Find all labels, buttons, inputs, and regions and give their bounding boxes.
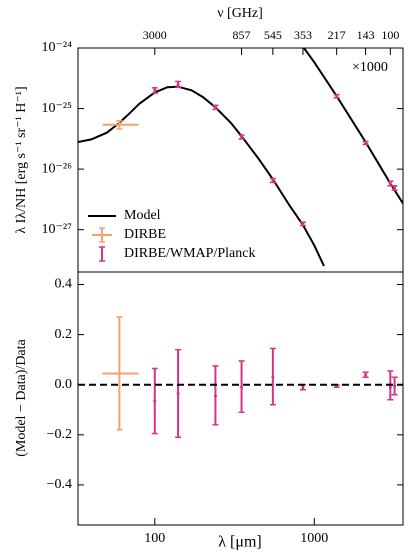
point xyxy=(301,222,305,226)
point xyxy=(393,186,397,190)
point xyxy=(271,375,275,379)
model-curve xyxy=(78,85,325,267)
point xyxy=(153,399,157,403)
point xyxy=(153,88,157,92)
point xyxy=(388,385,392,389)
point xyxy=(301,385,305,389)
y-tick-label: 10⁻²⁷ xyxy=(42,222,73,237)
y-tick-label: −0.2 xyxy=(47,427,72,442)
top-tick-label: 3000 xyxy=(143,28,167,42)
y-tick-label: 0.4 xyxy=(55,277,73,292)
top-tick-label: 143 xyxy=(357,28,375,42)
point xyxy=(213,105,217,109)
point xyxy=(176,82,180,86)
point xyxy=(176,391,180,395)
point xyxy=(213,394,217,398)
point xyxy=(364,373,368,377)
y-tick-label: 10⁻²⁴ xyxy=(42,40,73,55)
y-tick-label: −0.4 xyxy=(47,477,72,492)
point xyxy=(364,141,368,145)
y-tick-label: 10⁻²⁵ xyxy=(42,101,73,116)
plot-area xyxy=(78,48,403,267)
point xyxy=(271,178,275,182)
x-tick-label: 100 xyxy=(144,531,165,546)
y-axis-label: λ Iλ/NH [erg s⁻¹ sr⁻¹ H⁻¹] xyxy=(14,86,29,233)
top-tick-label: 100 xyxy=(381,28,399,42)
y-axis-label: (Model − Data)/Data xyxy=(14,338,29,456)
annotation: ×1000 xyxy=(352,60,388,75)
top-tick-label: 545 xyxy=(264,28,282,42)
axes-frame xyxy=(77,271,404,526)
plot-area xyxy=(102,316,398,439)
y-tick-label: 0.2 xyxy=(55,327,73,342)
point xyxy=(240,135,244,139)
x-axis-label: λ [μm] xyxy=(218,534,261,551)
point xyxy=(335,94,339,98)
top-tick-label: 217 xyxy=(328,28,346,42)
point xyxy=(388,181,392,185)
top-tick-label: 857 xyxy=(233,28,251,42)
x-tick-label: 1000 xyxy=(300,531,328,546)
point xyxy=(240,385,244,389)
y-tick-label: 10⁻²⁶ xyxy=(42,161,73,176)
legend-label: DIRBE xyxy=(124,227,166,242)
legend-label: DIRBE/WMAP/Planck xyxy=(124,246,255,261)
y-tick-label: 0.0 xyxy=(55,377,73,392)
top-axis-label: ν [GHz] xyxy=(217,6,263,21)
legend-label: Model xyxy=(124,208,161,223)
top-tick-label: 353 xyxy=(294,28,312,42)
point xyxy=(393,384,397,388)
